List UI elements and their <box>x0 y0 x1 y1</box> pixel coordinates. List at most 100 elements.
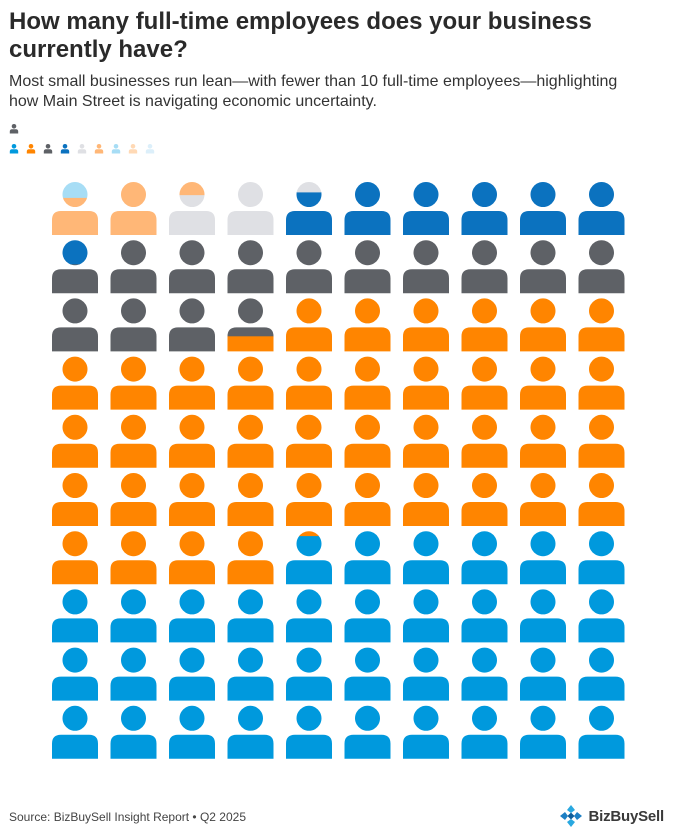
person-icon <box>169 298 215 352</box>
person-icon <box>52 647 98 701</box>
person-icon <box>461 705 508 759</box>
person-icon <box>520 531 566 585</box>
person-icon <box>578 473 625 526</box>
person-icon <box>403 531 449 585</box>
person-icon <box>461 531 508 585</box>
person-icon <box>227 589 274 643</box>
person-icon <box>344 473 391 526</box>
person-icon <box>403 473 449 526</box>
person-icon <box>403 182 449 235</box>
person-icon <box>110 182 157 235</box>
person-icon <box>227 705 274 759</box>
person-icon <box>520 298 566 352</box>
person-icon <box>227 531 274 585</box>
person-icon <box>169 705 215 759</box>
person-icon <box>110 647 157 701</box>
person-icon <box>227 240 274 294</box>
person-icon <box>520 647 566 701</box>
person-icon <box>344 240 391 294</box>
person-icon <box>520 589 566 643</box>
person-icon <box>169 356 215 410</box>
person-icon <box>286 473 332 526</box>
person-icon <box>52 240 98 294</box>
person-icon <box>578 589 625 643</box>
person-icon <box>169 240 215 294</box>
chart-title: How many full-time employees does your b… <box>9 8 592 63</box>
person-icon <box>169 647 215 701</box>
person-icon <box>578 298 625 352</box>
person-icon <box>578 531 625 585</box>
person-icon <box>286 240 332 294</box>
person-icon <box>403 356 449 410</box>
person-icon <box>403 414 449 468</box>
person-icon <box>227 298 274 352</box>
person-icon <box>286 414 332 468</box>
person-icon <box>110 589 157 643</box>
person-icon <box>286 182 332 235</box>
person-icon <box>286 705 332 759</box>
person-icon <box>461 647 508 701</box>
person-icon <box>520 414 566 468</box>
person-icon <box>461 356 508 410</box>
person-icon <box>403 647 449 701</box>
person-icon <box>169 182 215 235</box>
source-note: Source: BizBuySell Insight Report • Q2 2… <box>9 810 246 824</box>
person-icon <box>520 240 566 294</box>
person-icon <box>110 414 157 468</box>
person-icon <box>169 531 215 585</box>
person-icon <box>227 647 274 701</box>
person-icon <box>110 531 157 585</box>
person-icon <box>344 647 391 701</box>
person-icon <box>344 298 391 352</box>
person-icon <box>52 531 98 585</box>
person-icon <box>110 473 157 526</box>
person-icon <box>52 356 98 410</box>
person-icon <box>344 356 391 410</box>
person-icon <box>344 414 391 468</box>
person-icon <box>461 414 508 468</box>
person-icon <box>286 531 332 585</box>
person-icon <box>461 473 508 526</box>
person-icon <box>227 473 274 526</box>
person-icon <box>344 705 391 759</box>
person-icon <box>520 705 566 759</box>
person-icon <box>403 240 449 294</box>
person-icon <box>461 589 508 643</box>
person-icon <box>286 356 332 410</box>
person-icon <box>461 240 508 294</box>
bizbuysell-logo: BizBuySell <box>559 802 664 830</box>
person-icon <box>403 298 449 352</box>
person-icon <box>110 705 157 759</box>
chart-subtitle: Most small businesses run lean—with fewe… <box>9 73 618 110</box>
person-icon <box>403 705 449 759</box>
person-icon <box>52 298 98 352</box>
person-icon <box>52 414 98 468</box>
person-icon <box>110 298 157 352</box>
person-icon <box>52 705 98 759</box>
person-icon <box>110 356 157 410</box>
person-icon <box>578 182 625 235</box>
person-icon <box>286 589 332 643</box>
person-icon <box>286 647 332 701</box>
person-icon <box>578 705 625 759</box>
person-icon <box>52 589 98 643</box>
person-icon <box>227 182 274 235</box>
person-icon <box>344 531 391 585</box>
person-icon <box>578 647 625 701</box>
person-icon <box>461 298 508 352</box>
person-icon <box>52 473 98 526</box>
person-icon <box>520 182 566 235</box>
person-icon <box>578 356 625 410</box>
person-icon <box>110 240 157 294</box>
person-icon <box>227 414 274 468</box>
person-icon <box>520 356 566 410</box>
person-icon <box>578 240 625 294</box>
person-icon <box>169 414 215 468</box>
person-icon <box>169 473 215 526</box>
person-icon <box>169 589 215 643</box>
logo-text: BizBuySell <box>588 807 664 825</box>
person-icon <box>578 414 625 468</box>
person-icon <box>227 356 274 410</box>
person-icon <box>403 589 449 643</box>
